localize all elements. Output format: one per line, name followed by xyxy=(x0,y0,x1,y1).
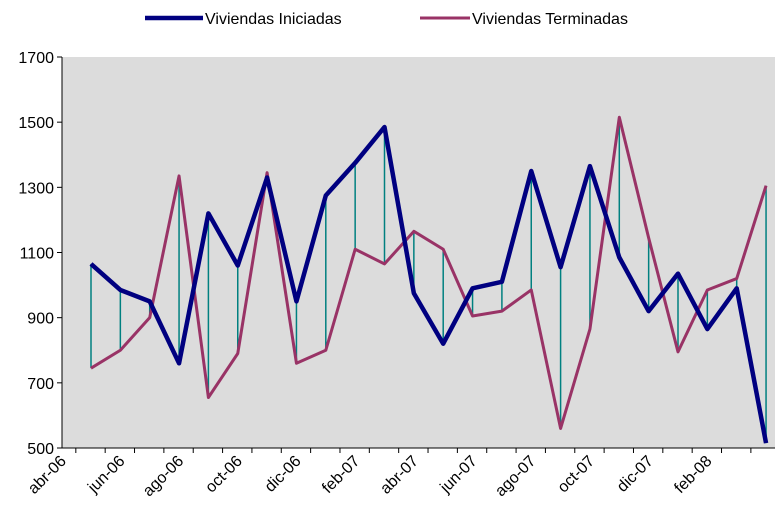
x-tick-label: ago-07 xyxy=(492,453,539,500)
y-tick-label: 900 xyxy=(27,311,54,328)
series-line xyxy=(90,115,768,430)
x-tick-label: abr-06 xyxy=(25,453,70,498)
y-tick-label: 1700 xyxy=(18,50,54,67)
legend-label: Viviendas Iniciadas xyxy=(205,11,342,28)
x-tick-label: feb-07 xyxy=(319,453,363,497)
x-tick-label: dic-07 xyxy=(614,453,657,496)
y-tick-label: 1300 xyxy=(18,180,54,197)
x-tick-label: dic-06 xyxy=(262,453,305,496)
x-tick-label: abr-07 xyxy=(377,453,422,498)
plot-area xyxy=(62,57,775,448)
legend-label: Viviendas Terminadas xyxy=(472,11,628,28)
x-tick-label: jun-06 xyxy=(84,453,128,497)
x-tick-label: oct-06 xyxy=(202,453,246,497)
y-tick-label: 500 xyxy=(27,441,54,458)
x-tick-label: oct-07 xyxy=(555,453,599,497)
x-tick-label: feb-08 xyxy=(671,453,715,497)
y-tick-label: 700 xyxy=(27,376,54,393)
y-tick-label: 1100 xyxy=(20,246,55,263)
x-tick-label: ago-06 xyxy=(140,453,187,500)
y-tick-label: 1500 xyxy=(18,115,54,132)
series-line xyxy=(89,124,769,444)
x-tick-label: jun-07 xyxy=(437,453,481,497)
